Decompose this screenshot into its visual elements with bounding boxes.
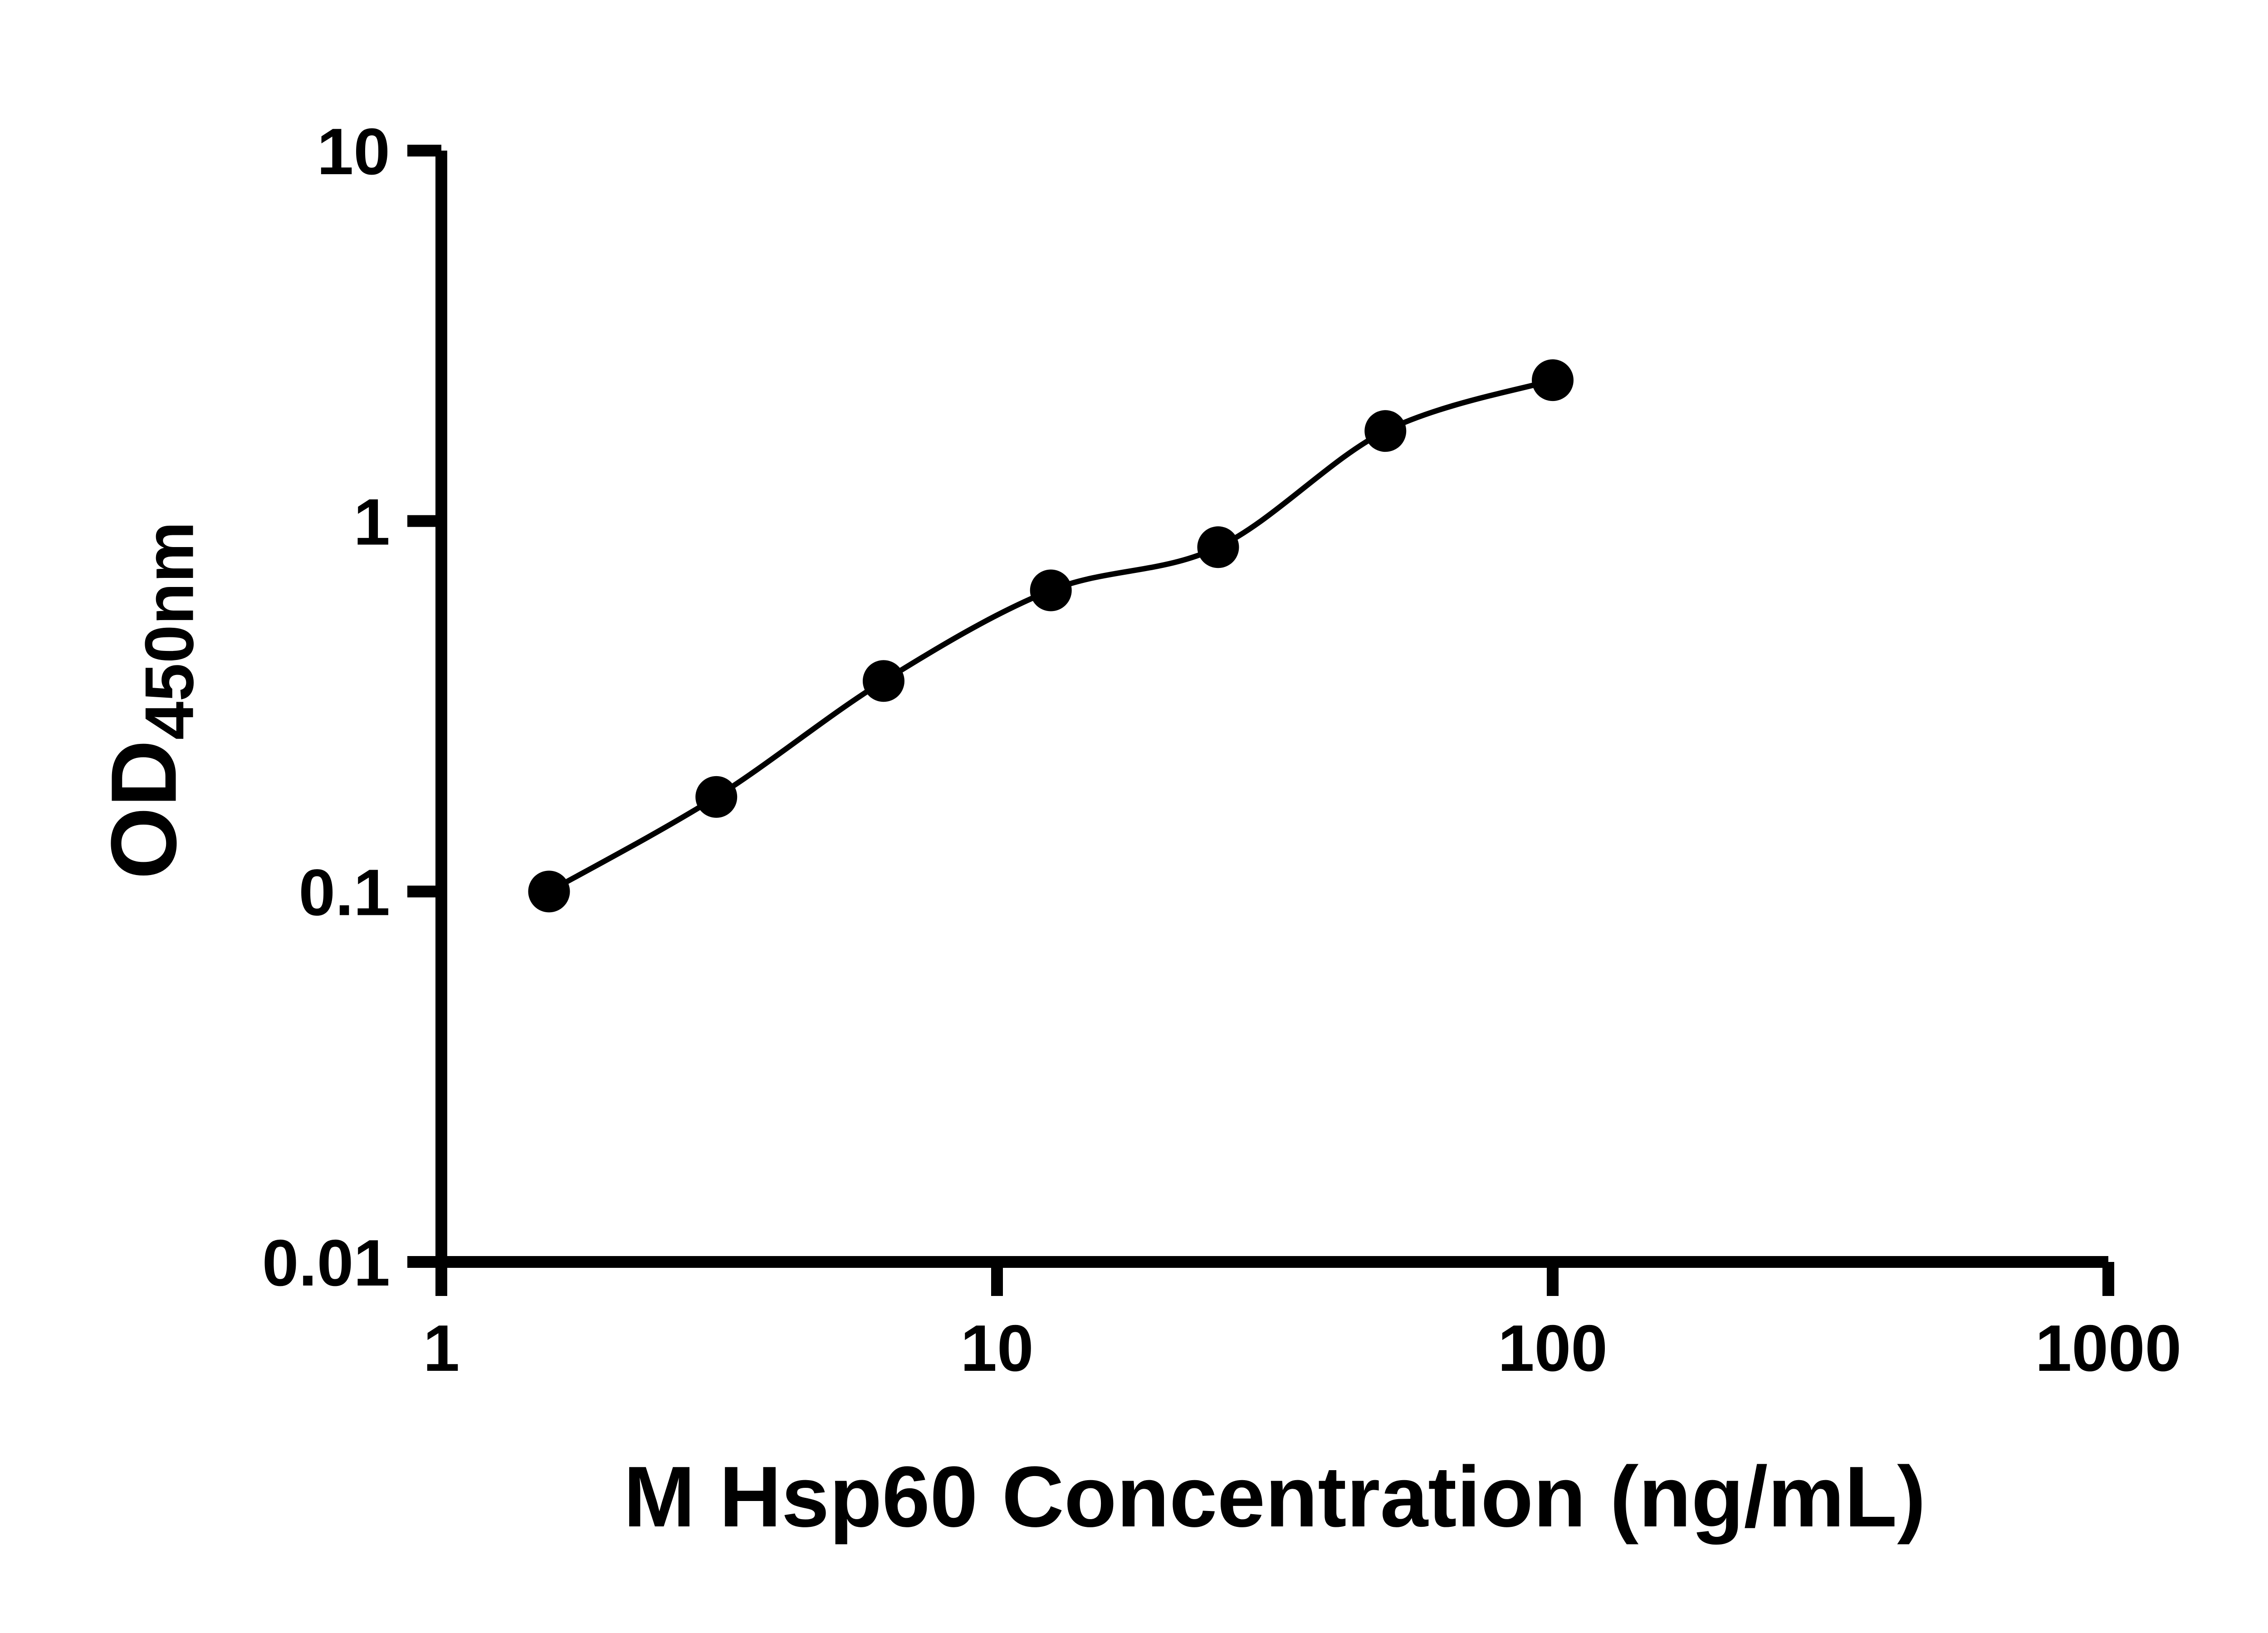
data-point xyxy=(528,870,570,913)
x-axis-tick-label: 10 xyxy=(960,1311,1033,1385)
axes-spine xyxy=(435,151,2108,1268)
y-axis-tick-label: 10 xyxy=(317,115,390,188)
x-axis-tick-label: 100 xyxy=(1498,1311,1608,1385)
x-axis-tick-label: 1000 xyxy=(2035,1311,2182,1385)
y-axis-label-subscript: 450nm xyxy=(131,521,208,740)
data-point xyxy=(1030,569,1072,611)
data-point xyxy=(862,660,904,702)
x-axis-tick-label: 1 xyxy=(423,1311,460,1385)
y-axis-label-main: OD xyxy=(92,740,196,880)
x-axis-label: M Hsp60 Concentration (ng/mL) xyxy=(623,1449,1926,1545)
data-point xyxy=(1532,359,1574,401)
data-point xyxy=(1364,410,1407,452)
y-axis-tick-label: 0.1 xyxy=(298,856,390,929)
y-axis-tick-label: 0.01 xyxy=(262,1226,390,1300)
data-point xyxy=(695,776,738,818)
y-axis-label: OD450nm xyxy=(92,521,208,879)
y-axis-tick-label: 1 xyxy=(353,485,390,559)
fit-curve xyxy=(547,377,1554,894)
data-point xyxy=(1197,526,1239,568)
